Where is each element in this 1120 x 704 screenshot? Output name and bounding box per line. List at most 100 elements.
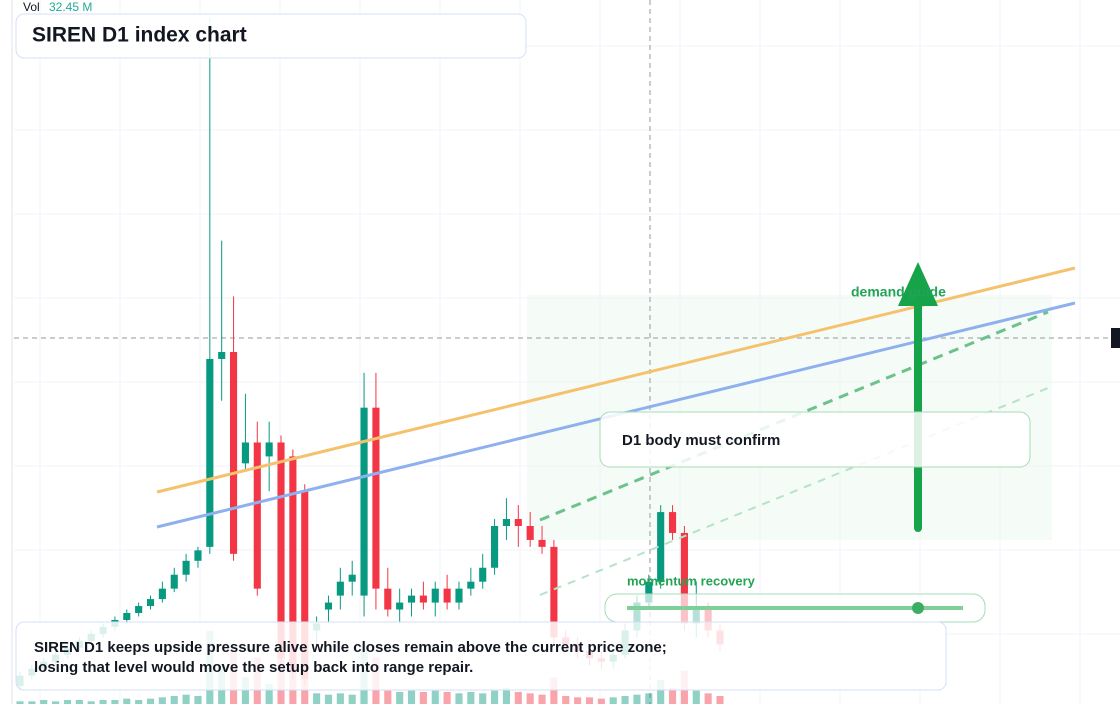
- volume-bar: [550, 677, 558, 704]
- volume-bar: [336, 693, 344, 704]
- volume-bar: [194, 696, 202, 704]
- volume-bar: [514, 692, 522, 704]
- volume-bar: [419, 692, 427, 704]
- candle-body: [360, 407, 368, 596]
- candle-body: [680, 532, 688, 624]
- candle-body: [645, 581, 653, 603]
- volume-bar: [443, 692, 451, 704]
- volume-bar: [40, 700, 48, 704]
- candle-body: [455, 588, 463, 603]
- volume-bar: [170, 696, 178, 704]
- volume-bar: [123, 698, 131, 704]
- candle-body: [230, 352, 238, 554]
- volume-bar: [135, 700, 143, 704]
- candle-body: [384, 588, 392, 610]
- volume-bar: [158, 697, 166, 704]
- chart-title: SIREN D1 index chart: [32, 24, 247, 47]
- slider-knob: [912, 602, 924, 614]
- volume-bar: [99, 700, 107, 704]
- volume-bar: [407, 690, 416, 704]
- candle-body: [206, 358, 214, 547]
- volume-bar: [574, 697, 582, 704]
- volume-bar: [467, 692, 475, 704]
- volume-bar: [609, 697, 617, 704]
- candle-body: [668, 512, 677, 533]
- candle-body: [526, 526, 534, 540]
- caption-line: SIREN D1 keeps upside pressure alive whi…: [34, 639, 667, 656]
- callout: [599, 411, 1031, 468]
- candle-body: [218, 352, 226, 359]
- volume-bar: [455, 693, 463, 704]
- volume-bar: [668, 688, 677, 704]
- volume-bar: [491, 690, 499, 704]
- volume-bar: [479, 693, 487, 704]
- volume-bar: [597, 698, 605, 704]
- volume-bar: [63, 700, 72, 704]
- volume-bar: [633, 694, 641, 704]
- volume-bar: [75, 700, 83, 704]
- candle-body: [277, 442, 285, 659]
- candle-body: [123, 613, 131, 620]
- volume-bar: [526, 693, 534, 704]
- candle-body: [372, 407, 380, 589]
- candle-body: [538, 539, 546, 547]
- annotation: demand guide: [851, 284, 946, 300]
- candle-body: [182, 560, 190, 575]
- volume-bar: [28, 701, 36, 704]
- candle-body: [491, 526, 499, 568]
- candle-body: [265, 442, 273, 457]
- volume-bar: [396, 692, 404, 704]
- candle-body: [289, 456, 297, 673]
- volume-bar: [621, 696, 629, 704]
- volume-bar: [538, 694, 546, 704]
- candle-body: [324, 602, 333, 610]
- volume-bar: [716, 696, 724, 704]
- volume-bar: [384, 690, 392, 704]
- candle-body: [431, 588, 439, 603]
- candle-body: [170, 574, 178, 589]
- candle-body: [657, 512, 665, 582]
- volume-bar: [146, 698, 155, 704]
- volume-bar: [657, 680, 665, 704]
- volume-bar: [111, 700, 119, 704]
- callout-text: D1 body must confirm: [622, 432, 780, 449]
- candle-body: [336, 581, 344, 596]
- caption-box: [15, 621, 947, 691]
- volume-bar: [562, 696, 570, 704]
- arrow-head: [898, 262, 938, 306]
- volume-bar: [431, 690, 439, 704]
- volume-bar: [348, 694, 356, 704]
- candle-body: [301, 491, 309, 680]
- volume-bar: [52, 701, 60, 704]
- caption-line: losing that level would move the setup b…: [34, 659, 473, 676]
- candle-body: [135, 606, 143, 613]
- volume-bar: [502, 688, 510, 704]
- volume-bar: [645, 693, 653, 704]
- candle-body: [158, 588, 166, 600]
- volume-bar: [241, 677, 249, 704]
- volume-bar: [87, 701, 95, 704]
- volume-bar: [313, 693, 321, 704]
- candle-body: [550, 546, 558, 638]
- candle-body: [348, 574, 356, 582]
- volume-value: 32.45 M: [49, 0, 92, 14]
- annotation: momentum recovery: [627, 573, 756, 588]
- volume-bar: [16, 701, 24, 704]
- title-box: [15, 13, 527, 59]
- candle-body: [253, 442, 261, 589]
- candle-body: [467, 581, 475, 589]
- candle-body: [502, 519, 510, 526]
- candle-body: [194, 550, 202, 561]
- candle-body: [407, 595, 416, 603]
- candle-body: [443, 588, 451, 603]
- candle-body: [419, 595, 427, 603]
- candle-body: [241, 442, 249, 464]
- volume-bar: [704, 693, 712, 704]
- volume-bar: [692, 690, 700, 704]
- volume-bar: [265, 684, 273, 704]
- volume-label: Vol: [23, 0, 40, 14]
- volume-bar: [324, 694, 333, 704]
- volume-bar: [585, 697, 594, 704]
- volume-bar: [182, 694, 190, 704]
- candle-body: [146, 599, 155, 607]
